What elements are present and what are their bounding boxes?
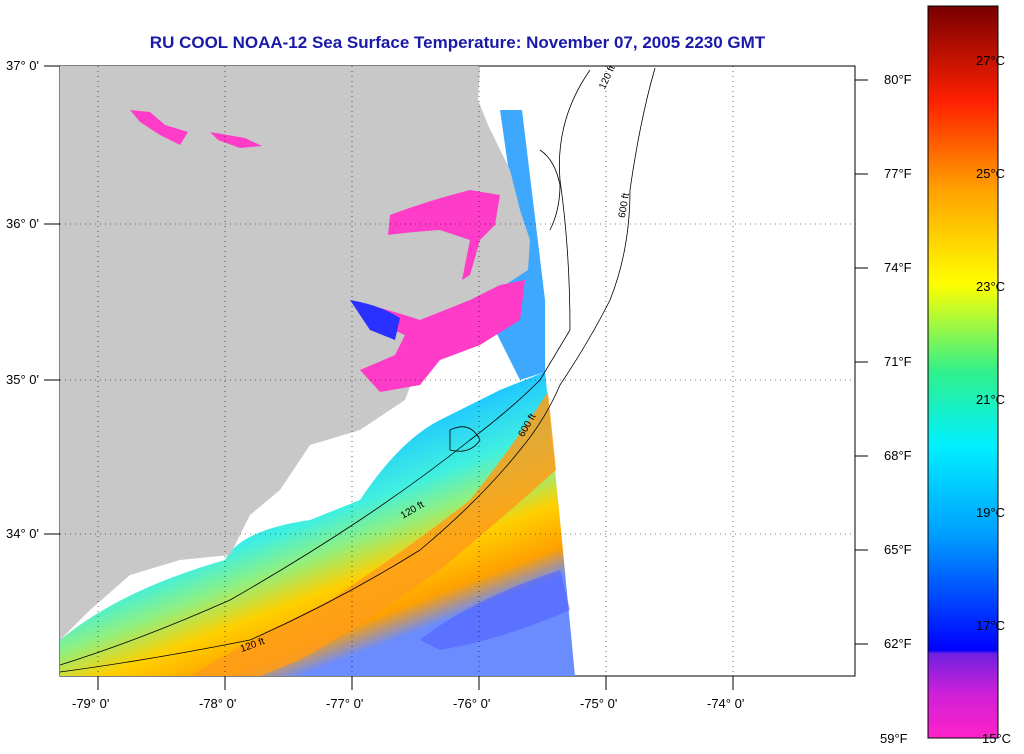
pamlico-blue-edge bbox=[350, 300, 400, 340]
cbar-f-74: 74°F bbox=[884, 260, 912, 275]
lon-label-75: -75° 0' bbox=[580, 696, 618, 711]
lon-label-77: -77° 0' bbox=[326, 696, 364, 711]
map-title: RU COOL NOAA-12 Sea Surface Temperature:… bbox=[149, 33, 766, 52]
lat-label-35: 35° 0' bbox=[6, 372, 39, 387]
inland-lake bbox=[130, 110, 188, 145]
cbar-f-62: 62°F bbox=[884, 636, 912, 651]
cbar-f-68: 68°F bbox=[884, 448, 912, 463]
cool-offshore-patch bbox=[420, 570, 570, 650]
cbar-c-25: 25°C bbox=[976, 166, 1006, 181]
lon-label-79: -79° 0' bbox=[72, 696, 110, 711]
cbar-f-77: 77°F bbox=[884, 166, 912, 181]
cbar-f-59: 59°F bbox=[880, 731, 908, 746]
cbar-c-17: 17°C bbox=[976, 618, 1006, 633]
lon-label-78: -78° 0' bbox=[199, 696, 237, 711]
lat-label-37: 37° 0' bbox=[6, 58, 39, 73]
graticule bbox=[60, 66, 855, 676]
cbar-c-19: 19°C bbox=[976, 505, 1006, 520]
albemarle-sound bbox=[388, 190, 500, 280]
lon-label-76: -76° 0' bbox=[453, 696, 491, 711]
lat-label-34: 34° 0' bbox=[6, 526, 39, 541]
tick-marks bbox=[44, 65, 868, 690]
depth-contours bbox=[59, 67, 656, 673]
sst-swath bbox=[60, 372, 575, 676]
lat-label-36: 36° 0' bbox=[6, 216, 39, 231]
cbar-c-27: 27°C bbox=[976, 53, 1006, 68]
cbar-f-80: 80°F bbox=[884, 72, 912, 87]
lon-label-74: -74° 0' bbox=[707, 696, 745, 711]
pamlico-sound bbox=[350, 280, 525, 392]
cbar-f-65: 65°F bbox=[884, 542, 912, 557]
cbar-c-23: 23°C bbox=[976, 279, 1006, 294]
colorbar bbox=[927, 5, 999, 739]
inland-lake-2 bbox=[210, 132, 262, 148]
cbar-f-71: 71°F bbox=[884, 354, 912, 369]
cbar-c-15: 15°C bbox=[982, 731, 1012, 746]
cbar-c-21: 21°C bbox=[976, 392, 1006, 407]
